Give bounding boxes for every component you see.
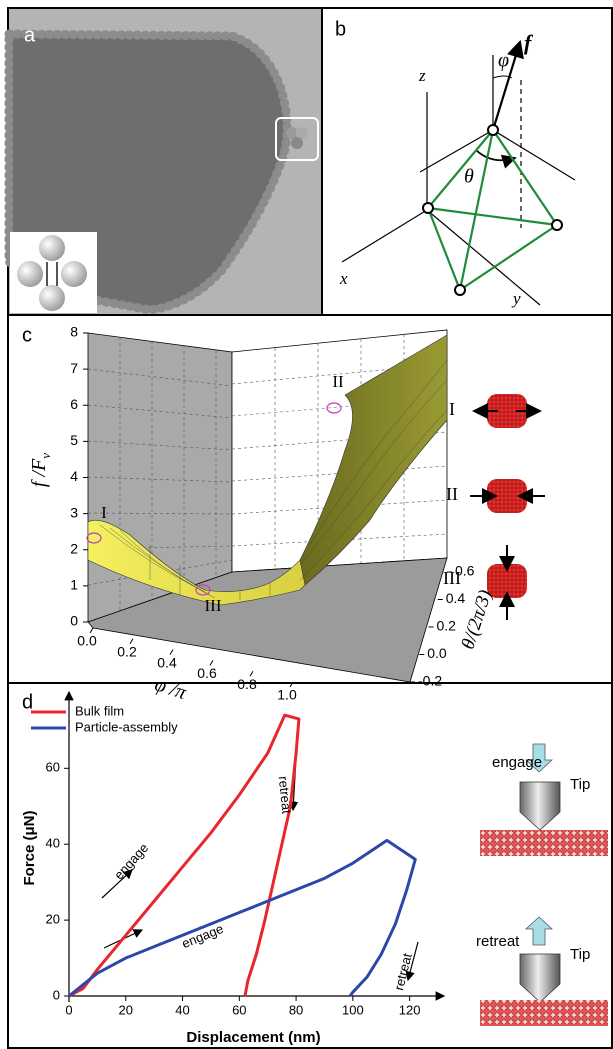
x-axis-label: Displacement (nm) bbox=[186, 1029, 320, 1046]
x-tick-label: 0.4 bbox=[157, 654, 177, 670]
x-tick-label: 0.8 bbox=[237, 676, 257, 692]
annotation-arrows bbox=[102, 758, 418, 980]
x-tick-label: 60 bbox=[232, 1002, 246, 1017]
x-tick-label: 80 bbox=[289, 1002, 303, 1017]
panel-label: d bbox=[22, 691, 33, 713]
x-tick-label: 20 bbox=[119, 1002, 133, 1017]
annotation: engage bbox=[180, 921, 226, 951]
symbol: θ bbox=[464, 166, 474, 188]
series-line bbox=[69, 715, 299, 996]
panel-label: c bbox=[22, 324, 32, 346]
symbol: φ bbox=[498, 50, 509, 72]
mode-label: III bbox=[443, 568, 461, 588]
panel-label: a bbox=[24, 24, 36, 46]
x-tick-label: 120 bbox=[399, 1002, 421, 1017]
annotation: retreat bbox=[391, 951, 415, 991]
panel-label: b bbox=[335, 18, 346, 40]
y-tick-label: 40 bbox=[46, 836, 60, 851]
surface-marker: III bbox=[205, 596, 222, 615]
schematic-label: Tip bbox=[570, 776, 590, 793]
schematic: engage Tip retreat Tip bbox=[476, 744, 608, 1026]
surface-marker: II bbox=[332, 372, 344, 391]
surface-marker: I bbox=[101, 503, 107, 522]
x-axis-label: φ /π bbox=[152, 673, 190, 704]
symbol: f bbox=[524, 30, 534, 55]
z-tick-label: 0 bbox=[70, 613, 78, 629]
mode-cylinders bbox=[470, 394, 545, 620]
schematic-label: retreat bbox=[476, 933, 520, 950]
y-tick-label: 20 bbox=[46, 912, 60, 927]
z-axis-label: f /Fv bbox=[28, 453, 54, 487]
z-tick-label: 3 bbox=[70, 504, 78, 520]
annotation: engage bbox=[111, 840, 151, 882]
axis-label: z bbox=[418, 66, 426, 85]
x-tick-label: 40 bbox=[175, 1002, 189, 1017]
legend-label: Bulk film bbox=[75, 703, 124, 718]
y-tick-label: 0.0 bbox=[427, 645, 447, 661]
x-tick-label: 100 bbox=[342, 1002, 364, 1017]
y-tick-label: 0.4 bbox=[446, 590, 466, 606]
schematic-label: Tip bbox=[570, 946, 590, 963]
y-tick-label: 0.2 bbox=[437, 618, 457, 634]
mode-label: I bbox=[449, 399, 455, 419]
y-axis-label: Force (μN) bbox=[21, 810, 38, 885]
figure: a b z x y φ f θ bbox=[0, 0, 613, 1049]
axis-label: x bbox=[339, 269, 348, 288]
legend-label: Particle-assembly bbox=[75, 719, 178, 734]
z-tick-label: 2 bbox=[70, 540, 78, 556]
axis-label: y bbox=[511, 289, 521, 308]
x-tick-label: 0.2 bbox=[117, 644, 137, 660]
x-tick-label: 0.0 bbox=[77, 633, 97, 649]
z-axis-label-sub: v bbox=[38, 453, 53, 459]
panel-b bbox=[342, 42, 575, 305]
z-tick-label: 4 bbox=[70, 468, 78, 484]
x-tick-label: 0 bbox=[65, 1002, 72, 1017]
annotation: retreat bbox=[276, 775, 295, 814]
x-tick-label: 0.6 bbox=[197, 665, 217, 681]
y-tick-label: -0.2 bbox=[418, 673, 442, 689]
x-tick-label: 1.0 bbox=[277, 687, 297, 703]
y-tick-label: 0 bbox=[53, 987, 60, 1002]
mode-label: II bbox=[446, 484, 458, 504]
z-tick-label: 7 bbox=[70, 360, 78, 376]
z-tick-label: 6 bbox=[70, 396, 78, 412]
schematic-label: engage bbox=[492, 754, 542, 771]
z-axis-label-main: f /F bbox=[28, 458, 50, 487]
z-tick-label: 5 bbox=[70, 432, 78, 448]
y-tick-label: 60 bbox=[46, 760, 60, 775]
z-tick-label: 1 bbox=[70, 577, 78, 593]
z-tick-label: 8 bbox=[70, 324, 78, 340]
panel-a: a bbox=[9, 9, 321, 314]
